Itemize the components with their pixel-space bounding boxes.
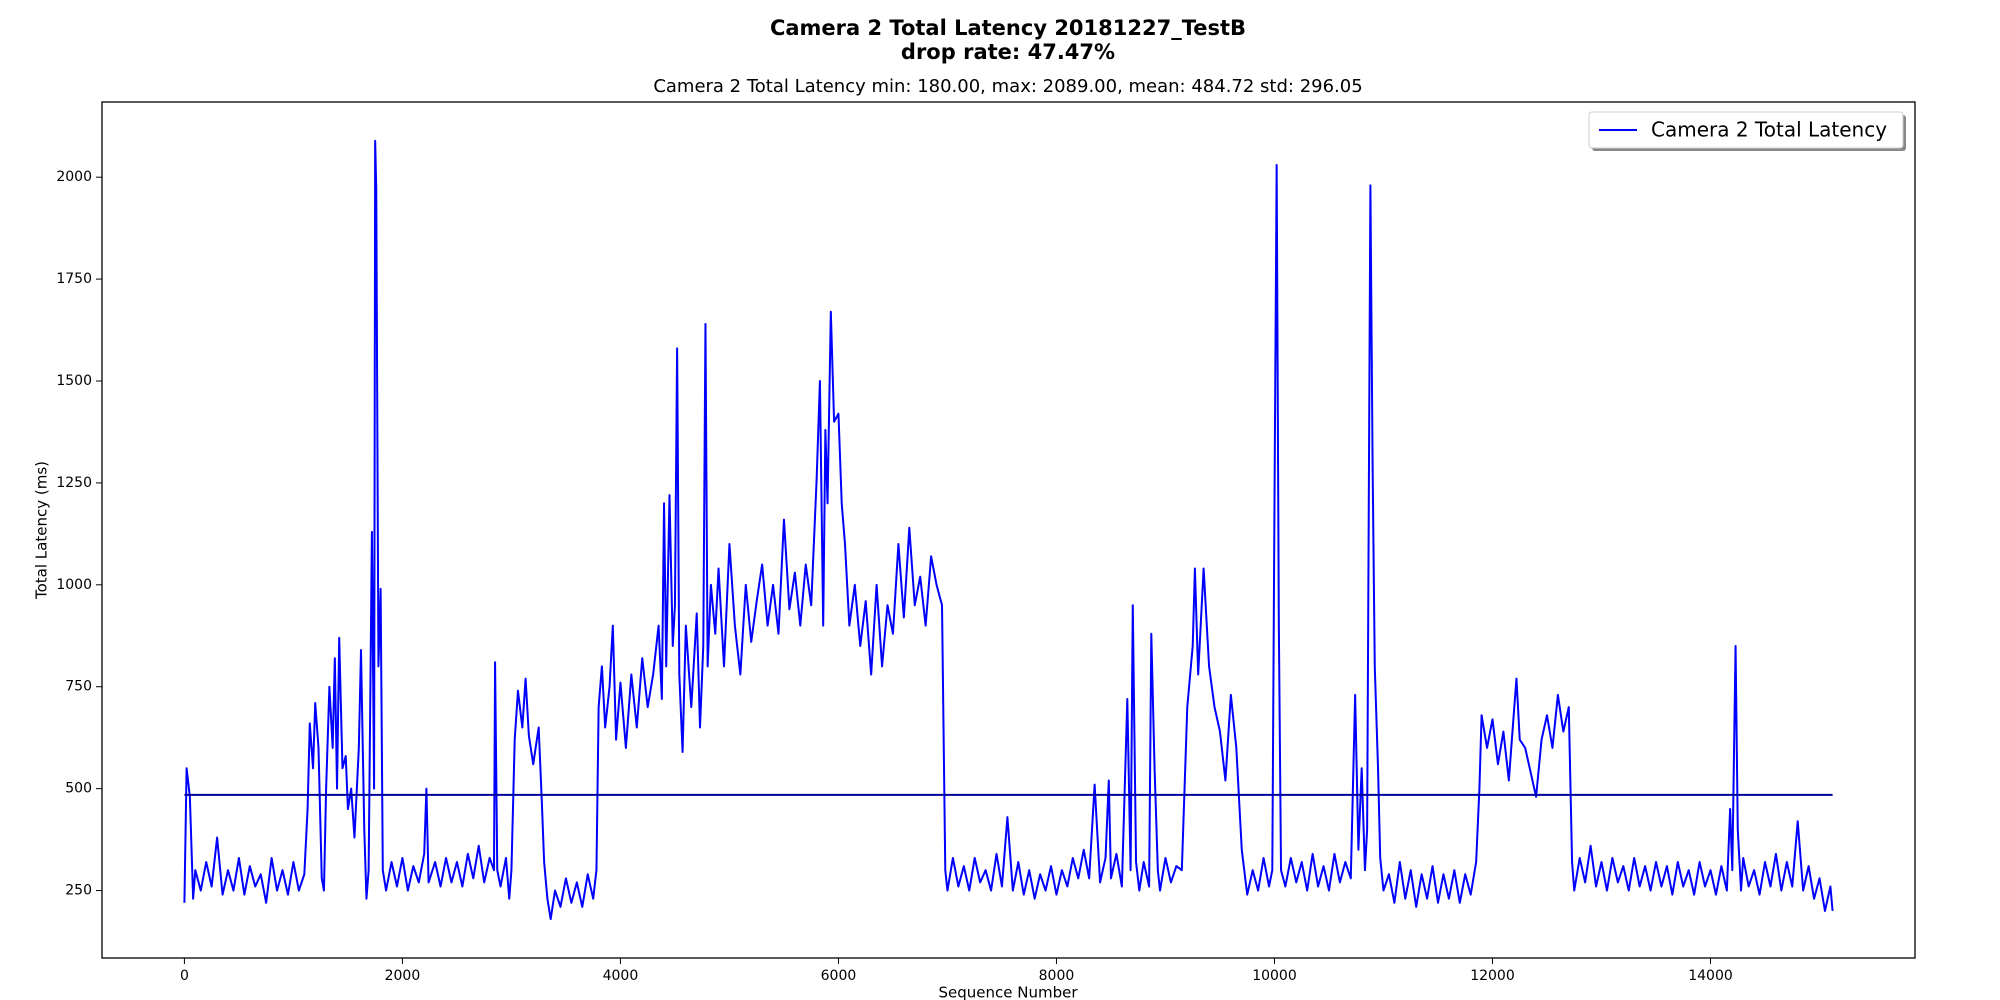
- x-tick-label: 14000: [1688, 968, 1733, 984]
- x-tick-label: 2000: [385, 968, 421, 984]
- x-tick-label: 4000: [603, 968, 639, 984]
- y-tick-label: 1250: [56, 475, 92, 491]
- y-tick-label: 500: [65, 781, 92, 797]
- y-tick-label: 2000: [56, 169, 92, 185]
- y-tick-label: 750: [65, 679, 92, 695]
- y-tick-label: 1500: [56, 373, 92, 389]
- legend-label: Camera 2 Total Latency: [1651, 118, 1887, 142]
- legend: [1588, 111, 1904, 149]
- x-tick-label: 10000: [1252, 968, 1297, 984]
- x-tick-label: 6000: [821, 968, 857, 984]
- plot-frame: [101, 101, 1916, 959]
- chart-title-line2: drop rate: 47.47%: [901, 40, 1115, 64]
- data-line: [183, 139, 1834, 921]
- chart-subtitle: Camera 2 Total Latency min: 180.00, max:…: [653, 76, 1362, 97]
- x-tick-label: 12000: [1470, 968, 1515, 984]
- x-axis-label: Sequence Number: [938, 984, 1078, 1000]
- y-tick-label: 250: [65, 883, 92, 899]
- x-tick-label: 8000: [1039, 968, 1075, 984]
- chart-title: Camera 2 Total Latency 20181227_TestB: [770, 16, 1246, 40]
- y-tick-label: 1750: [56, 271, 92, 287]
- y-tick-label: 1000: [56, 577, 92, 593]
- x-tick-label: 0: [180, 968, 189, 984]
- y-axis-label: Total Latency (ms): [33, 461, 51, 600]
